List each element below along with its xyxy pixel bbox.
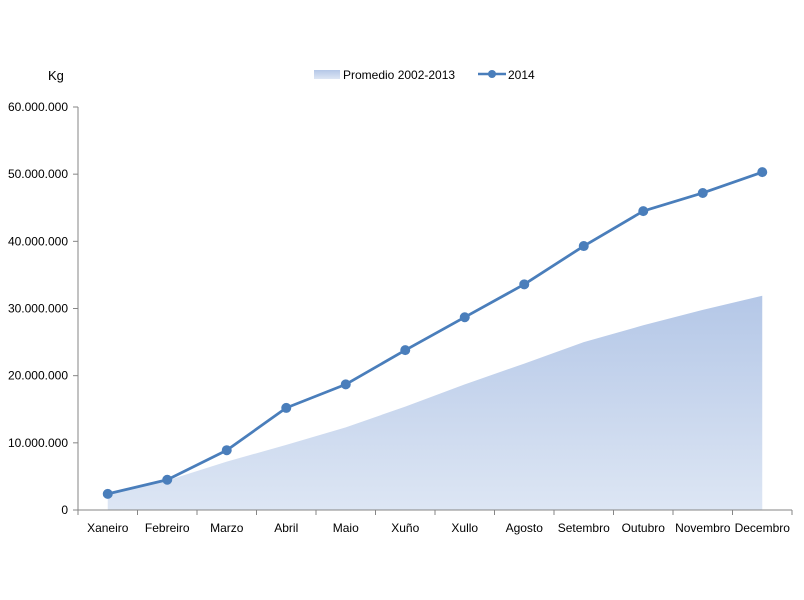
legend-label-area: Promedio 2002-2013 bbox=[343, 68, 455, 82]
area-series-layer bbox=[107, 295, 763, 510]
y-axis-label: Kg bbox=[48, 68, 64, 83]
data-point-2014 bbox=[281, 402, 292, 413]
axes bbox=[73, 106, 793, 515]
x-tick-label: Maio bbox=[333, 521, 359, 535]
x-tick-label: Setembro bbox=[558, 521, 610, 535]
x-tick-label: Marzo bbox=[210, 521, 244, 535]
data-point-2014 bbox=[400, 345, 411, 356]
x-tick-label: Xuño bbox=[391, 521, 419, 535]
line-series-2014 bbox=[107, 170, 763, 496]
data-point-2014 bbox=[578, 241, 589, 252]
data-point-2014 bbox=[757, 167, 768, 178]
y-tick-label: 0 bbox=[61, 503, 68, 517]
y-tick-label: 60.000.000 bbox=[8, 100, 68, 114]
x-tick-labels: Xaneiro Febreiro Marzo Abril Maio Xuño Xullo Ag… bbox=[87, 521, 790, 535]
y-tick-label: 30.000.000 bbox=[8, 302, 68, 316]
legend: Promedio 2002-2013 2014 bbox=[314, 68, 535, 82]
x-tick-label: Decembro bbox=[735, 521, 791, 535]
x-tick-label: Outubro bbox=[622, 521, 666, 535]
area-series-promedio bbox=[107, 295, 763, 510]
data-point-2014 bbox=[340, 379, 351, 390]
line-series-layer bbox=[102, 167, 768, 499]
data-point-2014 bbox=[102, 488, 113, 499]
legend-swatch-marker bbox=[488, 70, 496, 78]
data-point-2014 bbox=[221, 445, 232, 456]
x-tick-label: Agosto bbox=[506, 521, 544, 535]
data-point-2014 bbox=[638, 206, 649, 217]
y-tick-label: 40.000.000 bbox=[8, 234, 68, 248]
legend-label-line: 2014 bbox=[508, 68, 535, 82]
y-tick-labels: 0 10.000.000 20.000.000 30.000.000 40.000.00… bbox=[8, 100, 68, 517]
data-point-2014 bbox=[519, 279, 530, 290]
data-point-2014 bbox=[697, 187, 708, 198]
x-tick-label: Xullo bbox=[451, 521, 478, 535]
y-tick-label: 50.000.000 bbox=[8, 167, 68, 181]
x-tick-label: Xaneiro bbox=[87, 521, 129, 535]
data-point-2014 bbox=[459, 312, 470, 323]
legend-swatch-area bbox=[314, 70, 340, 79]
data-point-2014 bbox=[162, 474, 173, 485]
y-tick-label: 20.000.000 bbox=[8, 369, 68, 383]
x-tick-label: Abril bbox=[274, 521, 298, 535]
y-tick-label: 10.000.000 bbox=[8, 436, 68, 450]
x-tick-label: Febreiro bbox=[145, 521, 190, 535]
x-tick-label: Novembro bbox=[675, 521, 731, 535]
